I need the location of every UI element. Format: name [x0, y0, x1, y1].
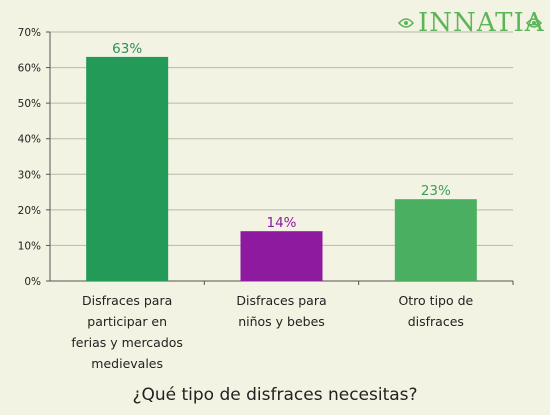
x-tick-label-line: disfraces: [407, 314, 464, 329]
leaf-icon: [526, 18, 542, 28]
x-tick-label-line: ferias y mercados: [71, 335, 183, 350]
chart-title: ¿Qué tipo de disfraces necesitas?: [132, 385, 418, 405]
x-tick-label: Disfraces para participar en ferias y merc…: [67, 290, 187, 374]
bar: [240, 231, 323, 281]
y-tick-label: 0%: [24, 276, 41, 288]
logo-text: INNATIA: [418, 8, 545, 38]
x-tick-label-line: Otro tipo de: [398, 293, 474, 308]
y-tick-label: 40%: [18, 134, 41, 146]
x-tick-label-line: participar en: [87, 314, 168, 329]
data-label: 14%: [266, 215, 296, 231]
y-tick-label: 10%: [18, 240, 41, 252]
y-tick-label: 60%: [18, 63, 41, 75]
x-tick-label: Otro tipo de disfraces: [376, 290, 496, 332]
x-tick-label-line: Disfraces para: [236, 293, 327, 308]
bar: [86, 56, 169, 282]
data-label: 23%: [421, 183, 451, 199]
y-tick-label: 50%: [18, 98, 41, 110]
y-tick-label: 70%: [18, 27, 41, 39]
leaf-icon: [398, 18, 414, 28]
y-tick-label: 20%: [18, 205, 41, 217]
bar: [394, 199, 477, 281]
innatia-logo: INNATIA: [398, 6, 544, 40]
y-tick-label: 30%: [18, 169, 41, 181]
x-tick-label-line: Disfraces para: [82, 293, 173, 308]
x-tick-label-line: medievales: [91, 356, 163, 371]
data-label: 63%: [112, 41, 142, 57]
x-tick-label-line: niños y bebes: [238, 314, 325, 329]
x-tick-label: Disfraces para niños y bebes: [222, 290, 342, 332]
